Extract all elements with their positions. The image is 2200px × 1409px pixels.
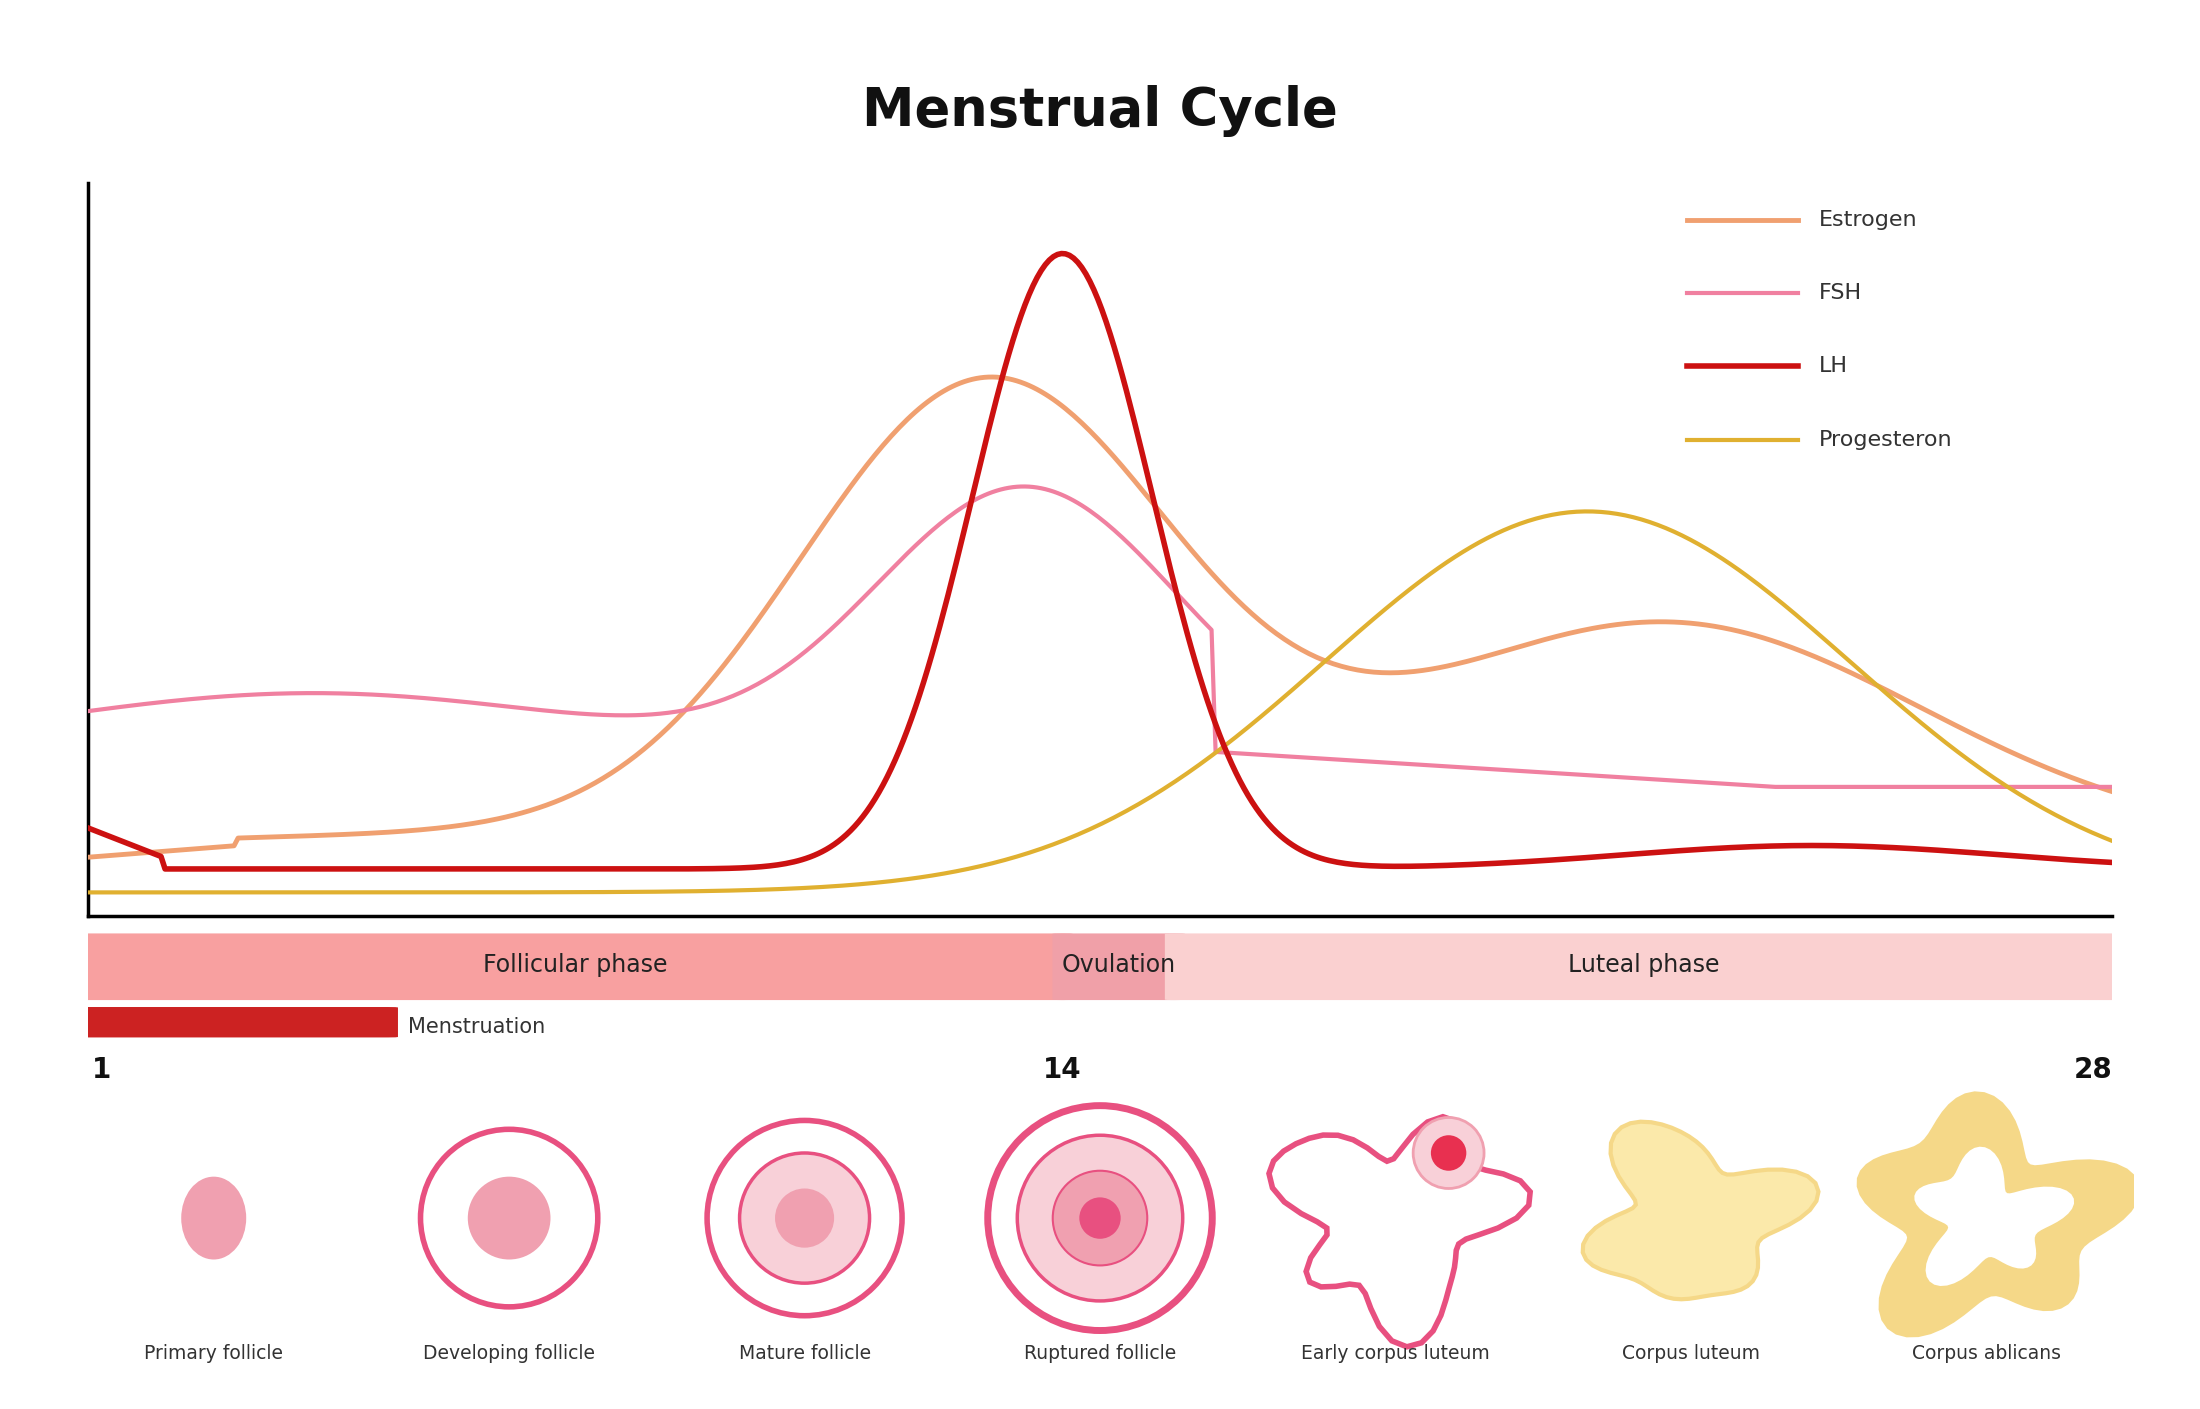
Text: Primary follicle: Primary follicle xyxy=(145,1344,284,1363)
Circle shape xyxy=(1054,1171,1146,1265)
Circle shape xyxy=(988,1106,1212,1330)
Text: Corpus ablicans: Corpus ablicans xyxy=(1912,1344,2061,1363)
FancyBboxPatch shape xyxy=(1164,933,2123,1000)
Text: Progesteron: Progesteron xyxy=(1819,430,1951,449)
FancyBboxPatch shape xyxy=(1052,933,1186,1000)
Text: Mature follicle: Mature follicle xyxy=(739,1344,871,1363)
Polygon shape xyxy=(1582,1122,1819,1299)
Circle shape xyxy=(1080,1198,1120,1239)
Text: LH: LH xyxy=(1819,356,1848,376)
Text: Menstrual Cycle: Menstrual Cycle xyxy=(862,85,1338,137)
Circle shape xyxy=(420,1130,598,1308)
Text: Ovulation: Ovulation xyxy=(1063,952,1175,976)
Text: Ruptured follicle: Ruptured follicle xyxy=(1023,1344,1177,1363)
Circle shape xyxy=(1016,1136,1184,1301)
Ellipse shape xyxy=(180,1177,246,1260)
Text: Luteal phase: Luteal phase xyxy=(1569,952,1718,976)
Text: 1: 1 xyxy=(92,1055,112,1084)
Circle shape xyxy=(469,1177,550,1260)
Text: Menstruation: Menstruation xyxy=(407,1017,546,1037)
Circle shape xyxy=(774,1189,834,1248)
Polygon shape xyxy=(1269,1117,1531,1347)
Circle shape xyxy=(1412,1117,1485,1189)
Circle shape xyxy=(1430,1136,1467,1171)
Text: FSH: FSH xyxy=(1819,283,1861,303)
Circle shape xyxy=(706,1120,902,1316)
Text: 14: 14 xyxy=(1043,1055,1082,1084)
Text: Early corpus luteum: Early corpus luteum xyxy=(1300,1344,1489,1363)
Text: Follicular phase: Follicular phase xyxy=(484,952,667,976)
Text: Corpus luteum: Corpus luteum xyxy=(1621,1344,1760,1363)
Text: Developing follicle: Developing follicle xyxy=(422,1344,596,1363)
FancyBboxPatch shape xyxy=(77,933,1074,1000)
Text: Estrogen: Estrogen xyxy=(1819,210,1916,230)
FancyBboxPatch shape xyxy=(77,1007,398,1037)
Circle shape xyxy=(739,1153,869,1284)
Polygon shape xyxy=(1940,1172,2039,1255)
Polygon shape xyxy=(1859,1093,2138,1336)
Text: 28: 28 xyxy=(2072,1055,2112,1084)
Polygon shape xyxy=(1914,1147,2075,1286)
